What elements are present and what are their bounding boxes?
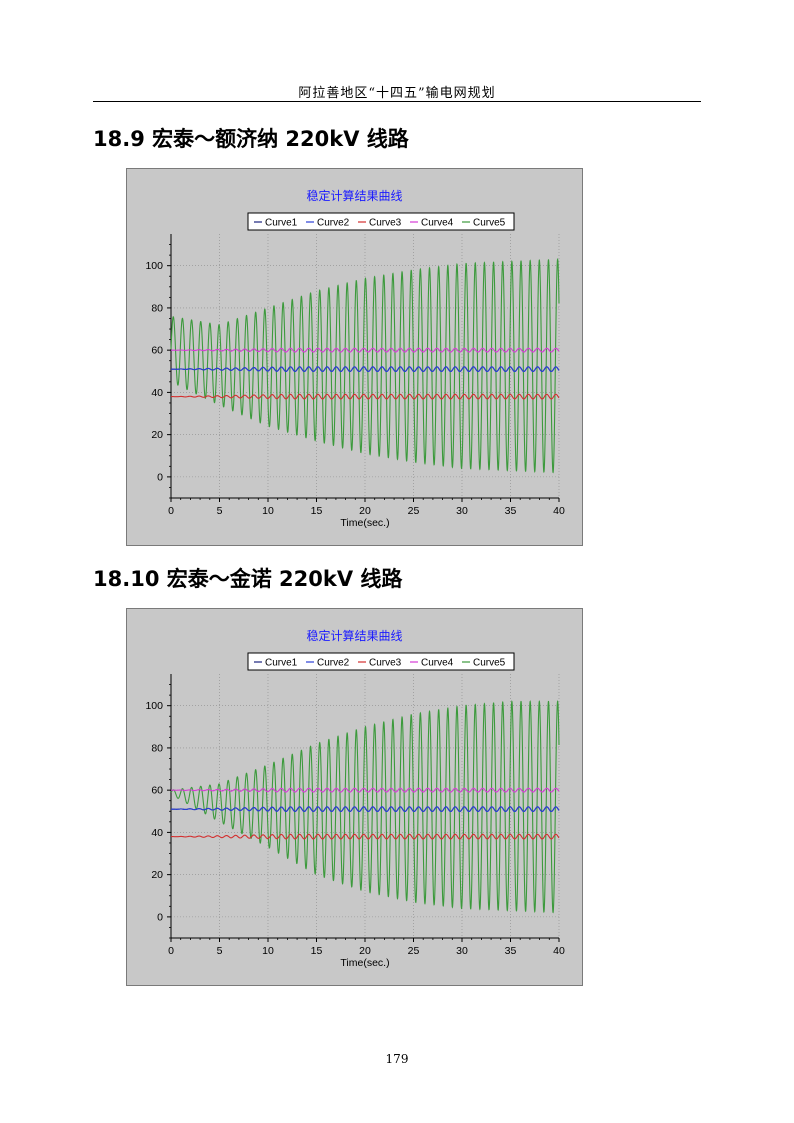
y-tick-label-0: 0 (157, 911, 163, 923)
legend-label-curve3: Curve3 (369, 218, 402, 229)
curve3-line (170, 393, 560, 400)
y-tick-label-60: 60 (151, 345, 163, 357)
chart-svg: 稳定计算结果曲线 Curve1 Curve2 Curve3 Curve4 Curve5 0 5… (126, 608, 583, 986)
y-tick-label-40: 40 (151, 827, 163, 839)
legend-box (247, 652, 515, 671)
curve5-line (170, 258, 560, 474)
legend-label-curve4: Curve4 (421, 658, 454, 669)
curve5-line (170, 700, 560, 914)
curve4-line (170, 347, 560, 353)
stability-chart-2: 稳定计算结果曲线 Curve1 Curve2 Curve3 Curve4 Curve5 0 5… (126, 608, 583, 986)
x-tick-label-40: 40 (553, 945, 565, 957)
chart-svg: 稳定计算结果曲线 Curve1 Curve2 Curve3 Curve4 Curve5 0 5… (126, 168, 583, 546)
chart-legend: Curve1 Curve2 Curve3 Curve4 Curve5 (247, 212, 515, 231)
section-heading-18-10: 18.10 宏泰～金诺 220kV 线路 (93, 567, 403, 591)
y-tick-label-20: 20 (151, 429, 163, 441)
curve4-line (170, 787, 560, 793)
y-tick-label-60: 60 (151, 785, 163, 797)
curve3-line (170, 833, 560, 840)
curve2-line (170, 366, 560, 373)
y-tick-label-100: 100 (145, 700, 163, 712)
x-tick-label-20: 20 (359, 945, 371, 957)
y-tick-label-20: 20 (151, 869, 163, 881)
x-tick-label-25: 25 (408, 505, 420, 517)
curve2-line (170, 806, 560, 813)
legend-label-curve1: Curve1 (265, 658, 298, 669)
y-tick-label-100: 100 (145, 260, 163, 272)
legend-label-curve4: Curve4 (421, 218, 454, 229)
stability-chart-1: 稳定计算结果曲线 Curve1 Curve2 Curve3 Curve4 Curve5 0 5… (126, 168, 583, 546)
x-tick-label-20: 20 (359, 505, 371, 517)
legend-label-curve2: Curve2 (317, 218, 350, 229)
page-number: 179 (385, 1052, 409, 1066)
x-tick-label-35: 35 (505, 945, 517, 957)
x-axis-label: Time(sec.) (340, 957, 389, 969)
legend-label-curve2: Curve2 (317, 658, 350, 669)
legend-label-curve5: Curve5 (473, 218, 506, 229)
x-tick-label-10: 10 (262, 505, 274, 517)
chart-legend: Curve1 Curve2 Curve3 Curve4 Curve5 (247, 652, 515, 671)
chart-title: 稳定计算结果曲线 (306, 628, 402, 643)
legend-label-curve5: Curve5 (473, 658, 506, 669)
x-tick-label-5: 5 (217, 505, 223, 517)
legend-box (247, 212, 515, 231)
chart-curves (170, 700, 560, 914)
x-tick-label-30: 30 (456, 945, 468, 957)
section-heading-18-9: 18.9 宏泰～额济纳 220kV 线路 (93, 127, 409, 151)
y-tick-label-80: 80 (151, 742, 163, 754)
x-tick-label-30: 30 (456, 505, 468, 517)
x-tick-label-0: 0 (168, 945, 174, 957)
x-axis-label: Time(sec.) (340, 517, 389, 529)
y-tick-label-0: 0 (157, 471, 163, 483)
legend-label-curve1: Curve1 (265, 218, 298, 229)
chart-title: 稳定计算结果曲线 (306, 188, 402, 203)
legend-label-curve3: Curve3 (369, 658, 402, 669)
x-tick-label-10: 10 (262, 945, 274, 957)
x-tick-label-35: 35 (505, 505, 517, 517)
x-tick-label-15: 15 (311, 505, 323, 517)
x-tick-label-5: 5 (217, 945, 223, 957)
header-rule (93, 101, 701, 102)
y-tick-label-80: 80 (151, 302, 163, 314)
chart-curves (170, 258, 560, 474)
y-tick-label-40: 40 (151, 387, 163, 399)
x-tick-label-25: 25 (408, 945, 420, 957)
running-header: 阿拉善地区“十四五”输电网规划 (298, 86, 496, 101)
x-tick-label-15: 15 (311, 945, 323, 957)
x-tick-label-40: 40 (553, 505, 565, 517)
x-tick-label-0: 0 (168, 505, 174, 517)
